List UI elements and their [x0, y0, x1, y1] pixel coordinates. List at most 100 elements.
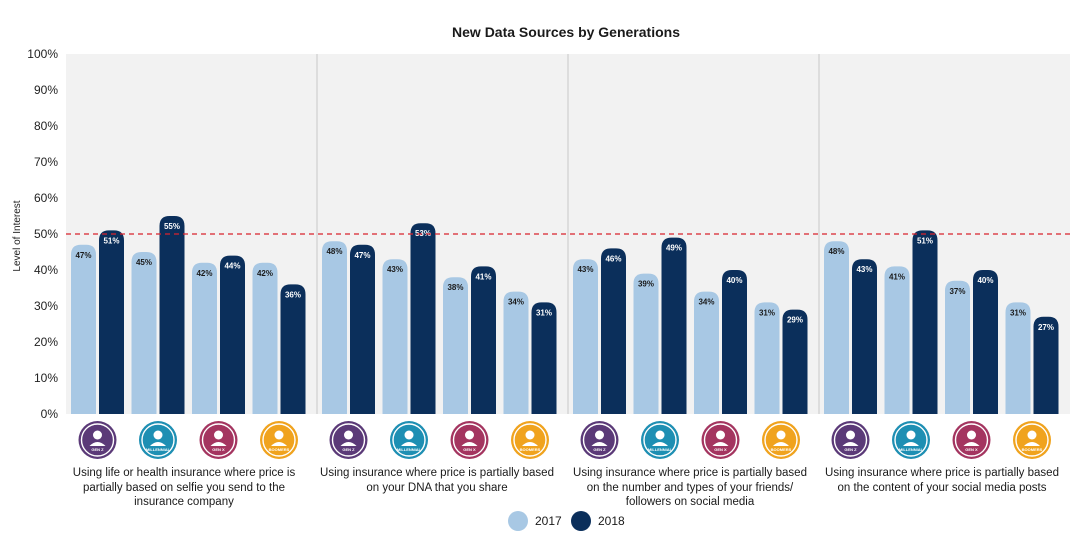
person-head: [1027, 430, 1037, 440]
person-shoulders: [903, 442, 919, 446]
person-head: [214, 430, 223, 440]
y-tick-label: 20%: [34, 335, 58, 349]
bar-2018-g2-boomers: [531, 302, 557, 414]
person-shoulders: [271, 442, 287, 446]
badge-gen-z-icon: GEN Z: [78, 421, 117, 459]
badge-inner-ring: [1015, 423, 1049, 457]
badge-label: MILLENNIAL: [146, 447, 171, 452]
data-label: 29%: [787, 316, 803, 325]
person-head: [153, 430, 163, 440]
bar-2017-g2-gen-z: [322, 241, 347, 414]
bar-2018-g2-millennial: [410, 223, 436, 414]
y-tick-label: 10%: [34, 371, 58, 385]
y-tick-label: 30%: [34, 299, 58, 313]
data-label: 47%: [75, 251, 91, 260]
data-label: 46%: [605, 254, 621, 263]
badge-inner-ring: [894, 423, 928, 457]
badge-label: MILLENNIAL: [899, 447, 924, 452]
y-tick-label: 40%: [34, 263, 58, 277]
person-shoulders: [773, 442, 789, 446]
badge-label: GEN Z: [844, 447, 857, 452]
badge-inner-ring: [141, 423, 175, 457]
y-tick-label: 0%: [41, 407, 59, 421]
person-shoulders: [522, 442, 538, 446]
badge-inner-ring: [833, 423, 868, 457]
person-shoulders: [89, 442, 106, 446]
badge-label: BOOMERS: [1022, 447, 1043, 452]
person-head: [595, 430, 604, 440]
data-label: 34%: [508, 298, 524, 307]
data-label: 47%: [354, 251, 370, 260]
person-shoulders: [712, 442, 729, 446]
data-label: 39%: [638, 280, 654, 289]
badge-ring: [78, 421, 117, 459]
bar-2017-g2-boomers: [503, 291, 529, 414]
person-shoulders: [842, 442, 859, 446]
badge-inner-ring: [452, 423, 487, 457]
person-shoulders: [210, 442, 227, 446]
bar-2017-g3-gen-z: [573, 259, 598, 414]
badge-label: GEN X: [965, 447, 978, 452]
badge-label: MILLENNIAL: [648, 447, 673, 452]
y-tick-label: 50%: [34, 227, 58, 241]
badge-gen-x-icon: GEN X: [701, 421, 740, 459]
bar-2017-g4-boomers: [1005, 302, 1031, 414]
badge-ring: [952, 421, 991, 459]
badge-ring: [260, 421, 298, 459]
badge-inner-ring: [954, 423, 989, 457]
badge-boomers-icon: BOOMERS: [511, 421, 549, 459]
legend-label-2017: 2017: [535, 514, 562, 528]
bar-2017-g2-gen-x: [443, 277, 468, 414]
data-label: 43%: [577, 265, 593, 274]
badge-millennial-icon: MILLENNIAL: [139, 421, 177, 459]
badge-ring: [511, 421, 549, 459]
chart-title: New Data Sources by Generations: [452, 24, 680, 40]
badge-label: GEN Z: [91, 447, 104, 452]
person-head: [274, 430, 284, 440]
badge-millennial-icon: MILLENNIAL: [390, 421, 428, 459]
person-head: [344, 430, 353, 440]
bar-2018-g1-boomers: [280, 284, 306, 414]
bar-2017-g3-gen-x: [694, 291, 719, 414]
group-label-1: Using life or health insurance where pri…: [72, 467, 296, 508]
legend-item-2017: 2017: [508, 511, 562, 531]
data-label: 37%: [949, 287, 965, 296]
y-tick-label: 60%: [34, 191, 58, 205]
group-label-3: Using insurance where price is partially…: [573, 467, 807, 508]
data-label: 43%: [856, 265, 872, 274]
y-tick-label: 80%: [34, 119, 58, 133]
bar-2018-g3-gen-x: [722, 270, 747, 414]
bar-2017-g4-gen-x: [945, 280, 970, 414]
badge-ring: [139, 421, 177, 459]
badge-inner-ring: [643, 423, 677, 457]
bar-2018-g1-millennial: [159, 216, 185, 414]
person-head: [906, 430, 916, 440]
y-tick-label: 100%: [27, 47, 58, 61]
bar-2017-g2-millennial: [382, 259, 408, 414]
badge-label: GEN Z: [593, 447, 606, 452]
badge-label: GEN X: [212, 447, 225, 452]
badge-label: BOOMERS: [520, 447, 541, 452]
badge-millennial-icon: MILLENNIAL: [641, 421, 679, 459]
group-label-2: Using insurance where price is partially…: [320, 467, 554, 494]
badge-label: BOOMERS: [269, 447, 290, 452]
data-label: 48%: [326, 247, 342, 256]
badge-ring: [329, 421, 368, 459]
badge-inner-ring: [392, 423, 426, 457]
data-label: 44%: [224, 262, 240, 271]
badge-gen-z-icon: GEN Z: [580, 421, 619, 459]
badge-ring: [580, 421, 619, 459]
badge-boomers-icon: BOOMERS: [762, 421, 800, 459]
bar-2018-g3-millennial: [661, 237, 687, 414]
bar-2018-g4-boomers: [1033, 316, 1059, 414]
bar-2018-g1-gen-z: [99, 230, 124, 414]
bar-2018-g2-gen-x: [471, 266, 496, 414]
badge-label: GEN Z: [342, 447, 355, 452]
person-head: [525, 430, 535, 440]
bar-2018-g3-boomers: [782, 309, 808, 414]
badge-inner-ring: [262, 423, 296, 457]
data-label: 53%: [415, 229, 431, 238]
badge-ring: [762, 421, 800, 459]
badge-label: BOOMERS: [771, 447, 792, 452]
